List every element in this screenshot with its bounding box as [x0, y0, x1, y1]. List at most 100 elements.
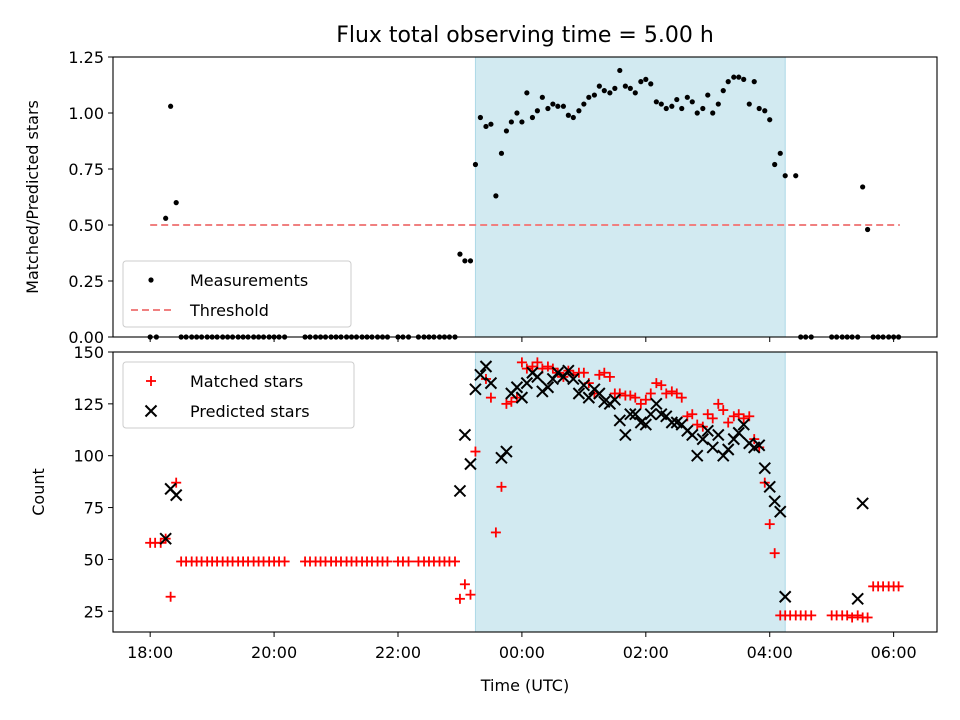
data-point — [692, 419, 703, 430]
data-point — [542, 361, 553, 372]
data-point-stroke — [686, 428, 699, 442]
data-point — [168, 103, 174, 109]
data-point-stroke — [774, 505, 787, 518]
data-point-stroke — [582, 391, 596, 404]
data-point — [738, 413, 749, 424]
data-point — [732, 426, 745, 440]
legend-box — [122, 361, 355, 429]
data-point-stroke — [722, 443, 735, 456]
data-point — [851, 592, 864, 606]
data-point — [758, 461, 771, 475]
data-point — [701, 424, 714, 438]
y-tick-label: 150 — [73, 343, 104, 362]
data-point-stroke — [500, 445, 513, 458]
y-tick-label: 1.00 — [68, 104, 104, 123]
observing-window-band — [475, 57, 786, 337]
data-point — [619, 428, 632, 442]
data-point-stroke — [567, 372, 580, 386]
data-point — [624, 408, 637, 421]
data-point — [751, 79, 757, 85]
legend-label: Measurements — [190, 271, 308, 290]
data-point-stroke — [639, 418, 653, 431]
data-point-stroke — [593, 387, 606, 400]
data-point-stroke — [691, 449, 704, 462]
data-point — [576, 108, 582, 114]
data-point — [731, 74, 737, 80]
data-point — [541, 381, 555, 394]
y-tick-label: 0.25 — [68, 272, 104, 291]
data-point-stroke — [634, 416, 648, 429]
data-point — [465, 589, 476, 600]
data-point — [661, 388, 672, 399]
data-point — [650, 397, 663, 411]
legend: Matched stars Predicted stars — [122, 361, 355, 429]
y-tick-label: 100 — [73, 447, 104, 466]
data-point — [696, 432, 710, 446]
data-point — [516, 357, 527, 368]
data-point — [173, 200, 179, 206]
data-point-stroke — [670, 416, 683, 429]
data-point-stroke — [706, 441, 719, 454]
data-point — [483, 123, 489, 130]
data-point-stroke — [712, 428, 725, 442]
data-point — [539, 94, 545, 100]
legend-box — [122, 260, 352, 328]
data-point-stroke — [541, 381, 555, 394]
data-point — [639, 418, 653, 431]
data-point-stroke — [675, 418, 688, 431]
data-point — [490, 527, 501, 538]
data-point — [629, 408, 642, 421]
data-point-stroke — [510, 381, 524, 394]
data-point — [679, 105, 685, 112]
data-point — [741, 76, 747, 82]
data-point — [686, 428, 699, 442]
data-point — [551, 366, 565, 379]
data-point — [591, 92, 597, 98]
data-point — [627, 85, 633, 91]
data-point — [403, 556, 414, 567]
series-predicted-stars — [159, 360, 869, 606]
data-point — [769, 548, 780, 559]
data-point — [613, 414, 626, 427]
x-tick-label: 00:00 — [499, 643, 545, 662]
data-point — [464, 457, 477, 471]
data-point — [562, 364, 575, 377]
data-point — [712, 428, 725, 442]
data-point — [651, 378, 662, 389]
data-point — [710, 110, 716, 116]
axes-frame — [112, 56, 938, 338]
data-point — [493, 193, 499, 199]
data-point — [500, 445, 513, 458]
data-point — [612, 85, 618, 91]
data-point — [531, 370, 544, 384]
data-point-stroke — [479, 360, 493, 373]
data-point — [596, 83, 602, 89]
data-point — [720, 88, 726, 94]
data-point-stroke — [484, 376, 498, 390]
data-point — [485, 392, 496, 403]
data-point — [736, 74, 742, 80]
data-point — [599, 367, 610, 378]
data-point — [577, 378, 591, 392]
legend-handle — [146, 376, 156, 386]
data-point — [689, 99, 695, 105]
data-point — [622, 83, 628, 89]
data-point-stroke — [608, 393, 622, 406]
data-point — [676, 392, 687, 403]
data-point — [669, 103, 675, 109]
data-point — [458, 428, 472, 442]
data-point — [706, 441, 719, 454]
data-point — [501, 398, 512, 409]
data-point-stroke — [551, 366, 565, 379]
data-point — [467, 258, 474, 264]
data-point-stroke — [701, 424, 714, 438]
x-tick-label: 06:00 — [871, 643, 917, 662]
legend-label: Predicted stars — [190, 402, 310, 421]
data-point — [691, 449, 704, 462]
data-point — [550, 101, 556, 107]
data-point — [723, 417, 734, 428]
data-point — [713, 398, 724, 409]
y-tick-label: 0.75 — [68, 160, 104, 179]
data-point — [617, 67, 623, 74]
data-point — [756, 105, 762, 112]
